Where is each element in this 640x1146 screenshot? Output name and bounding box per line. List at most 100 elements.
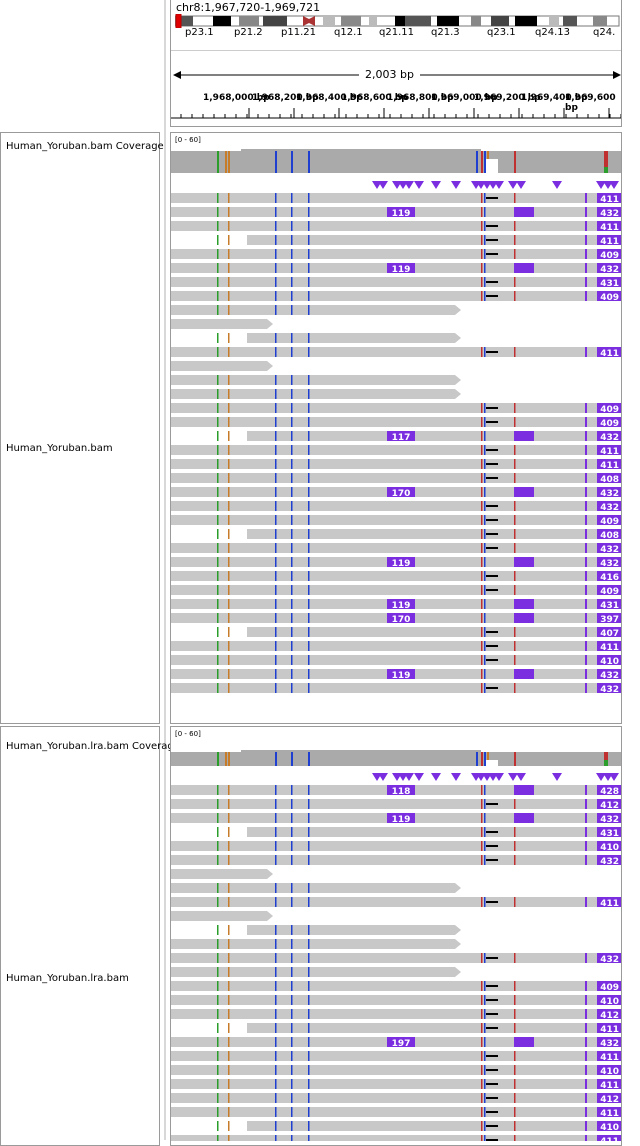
mismatch-mark bbox=[291, 529, 293, 539]
mismatch-mark bbox=[484, 543, 486, 553]
insertion-size-box bbox=[597, 1121, 621, 1131]
coverage-track-2[interactable] bbox=[171, 727, 622, 769]
mismatch-mark bbox=[217, 375, 219, 385]
mismatch-mark bbox=[217, 1135, 219, 1141]
insertion-size-box bbox=[597, 277, 621, 287]
deletion-mark bbox=[486, 1083, 498, 1085]
track-name-alignment-2[interactable]: Human_Yoruban.lra.bam bbox=[6, 973, 129, 984]
mismatch-mark bbox=[481, 1093, 483, 1103]
panel-splitter[interactable] bbox=[164, 0, 166, 1140]
alignment-track-2[interactable]: 428 118 412 432 119 431 410 432 411 432 409 410 412 4… bbox=[171, 769, 622, 1141]
mismatch-mark bbox=[308, 799, 310, 809]
mismatch-mark bbox=[308, 1051, 310, 1061]
deletion-mark bbox=[486, 803, 498, 805]
insertion-marker bbox=[596, 181, 606, 189]
aligned-read bbox=[171, 501, 597, 511]
mismatch-mark bbox=[308, 557, 310, 567]
mismatch-mark bbox=[275, 785, 277, 795]
mismatch-mark bbox=[228, 785, 230, 795]
insertion-size-label: 410 bbox=[600, 657, 619, 667]
deletion-mark bbox=[486, 589, 498, 591]
read-direction-arrow bbox=[455, 939, 461, 949]
mismatch-mark bbox=[514, 347, 516, 357]
aligned-read bbox=[247, 1121, 597, 1131]
insertion-mark bbox=[585, 613, 587, 623]
insertion-size-box bbox=[597, 599, 621, 609]
mismatch-mark bbox=[291, 585, 293, 595]
mismatch-mark bbox=[275, 235, 277, 245]
mismatch-mark bbox=[484, 249, 486, 259]
insertion-mark bbox=[514, 1037, 534, 1047]
aligned-read bbox=[171, 785, 597, 795]
mismatch-mark bbox=[514, 1107, 516, 1117]
mismatch-mark bbox=[275, 557, 277, 567]
mismatch-mark bbox=[228, 501, 230, 511]
alignment-track-1[interactable]: 411 432 119 411 411 409 432 119 431 409 411 409 409 4… bbox=[171, 177, 622, 724]
mismatch-mark bbox=[291, 981, 293, 991]
mismatch-mark bbox=[291, 1023, 293, 1033]
insertion-size-label: 428 bbox=[600, 787, 619, 797]
ruler-tick-label: 1,969,000 bp bbox=[431, 93, 498, 103]
track-name-coverage-1[interactable]: Human_Yoruban.bam Coverage bbox=[6, 141, 164, 152]
insertion-size-box bbox=[597, 683, 621, 693]
insertion-size-label: 410 bbox=[600, 1123, 619, 1133]
mismatch-mark bbox=[481, 431, 483, 441]
mismatch-mark bbox=[308, 813, 310, 823]
ruler[interactable] bbox=[171, 104, 622, 126]
chromosome-ideogram[interactable] bbox=[175, 14, 621, 28]
deletion-mark bbox=[486, 859, 498, 861]
insertion-size-label: 117 bbox=[392, 433, 411, 443]
coverage-variant-mark bbox=[225, 151, 227, 173]
data-panel-2[interactable]: [0 - 60] 428 118 412 432 119 431 410 432 411 432 4… bbox=[170, 726, 622, 1146]
coverage-track-1[interactable] bbox=[171, 133, 622, 177]
coverage-bar bbox=[171, 752, 621, 766]
mismatch-mark bbox=[514, 683, 516, 693]
mismatch-mark bbox=[481, 501, 483, 511]
mismatch-mark bbox=[481, 641, 483, 651]
insertion-size-box bbox=[597, 445, 621, 455]
coverage-variant-mark bbox=[476, 151, 478, 173]
mismatch-mark bbox=[275, 515, 277, 525]
read-direction-arrow bbox=[455, 389, 461, 399]
mismatch-mark bbox=[308, 375, 310, 385]
mismatch-mark bbox=[275, 277, 277, 287]
mismatch-mark bbox=[484, 1065, 486, 1075]
read-direction-arrow bbox=[267, 869, 273, 879]
track-name-alignment-1[interactable]: Human_Yoruban.bam bbox=[6, 443, 113, 454]
insertion-mark bbox=[585, 785, 587, 795]
insertion-size-label: 411 bbox=[600, 237, 619, 247]
aligned-read bbox=[171, 939, 455, 949]
insertion-size-box bbox=[387, 785, 415, 795]
deletion-mark bbox=[486, 1027, 498, 1029]
data-panel-1[interactable]: [0 - 60] 411 432 119 411 411 409 432 119 431 409 4… bbox=[170, 132, 622, 724]
insertion-mark bbox=[585, 263, 587, 273]
mismatch-mark bbox=[275, 445, 277, 455]
mismatch-mark bbox=[217, 655, 219, 665]
track-name-coverage-2[interactable]: Human_Yoruban.lra.bam Coverage bbox=[6, 741, 180, 752]
mismatch-mark bbox=[481, 277, 483, 287]
mismatch-mark bbox=[481, 263, 483, 273]
mismatch-mark bbox=[217, 1023, 219, 1033]
cytoband-label: q24.13 bbox=[535, 27, 570, 38]
mismatch-mark bbox=[228, 417, 230, 427]
coverage-variant-mark bbox=[604, 151, 608, 173]
mismatch-mark bbox=[481, 1051, 483, 1061]
mismatch-mark bbox=[514, 417, 516, 427]
mismatch-mark bbox=[308, 1121, 310, 1131]
insertion-mark bbox=[585, 431, 587, 441]
mismatch-mark bbox=[217, 473, 219, 483]
coverage-variant-mark bbox=[514, 752, 516, 766]
mismatch-mark bbox=[308, 459, 310, 469]
insertion-marker bbox=[451, 773, 461, 781]
mismatch-mark bbox=[481, 981, 483, 991]
mismatch-mark bbox=[291, 501, 293, 511]
mismatch-mark bbox=[291, 557, 293, 567]
mismatch-mark bbox=[228, 193, 230, 203]
aligned-read bbox=[171, 291, 597, 301]
insertion-size-box bbox=[597, 1023, 621, 1033]
insertion-size-box bbox=[597, 347, 621, 357]
deletion-mark bbox=[486, 1097, 498, 1099]
mismatch-mark bbox=[484, 897, 486, 907]
insertion-size-label: 119 bbox=[392, 559, 411, 569]
insertion-size-box bbox=[387, 669, 415, 679]
